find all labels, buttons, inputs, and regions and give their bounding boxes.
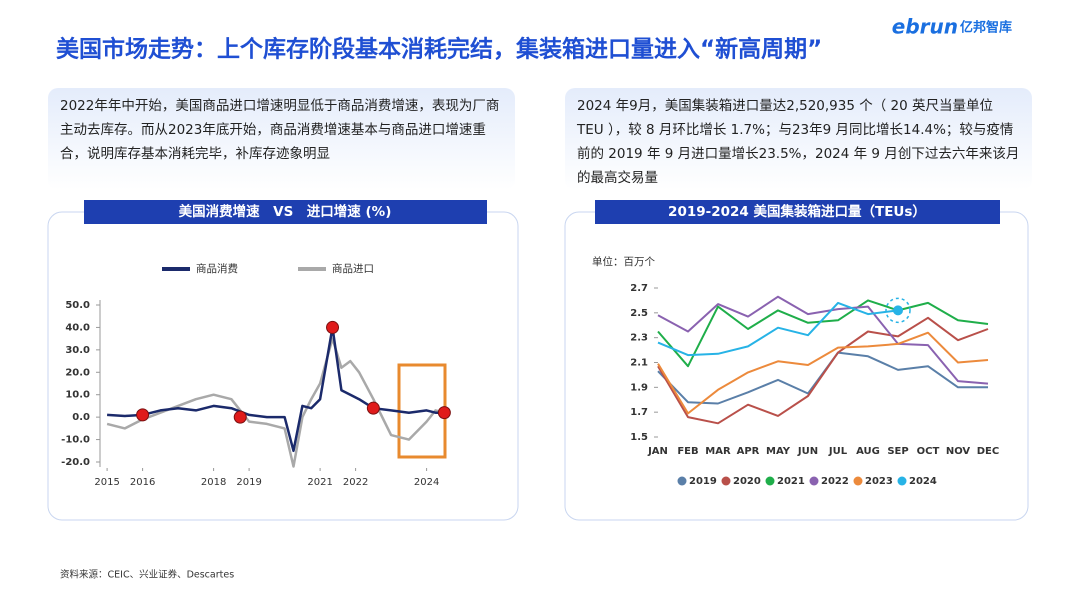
legend-swatch	[765, 476, 775, 486]
y-tick-label: 2.3	[630, 333, 648, 344]
x-tick-label: APR	[737, 446, 760, 457]
x-tick-label: 2018	[201, 477, 226, 488]
logo-brand: ebrun	[892, 15, 958, 39]
x-tick-label: 2015	[94, 477, 119, 488]
x-tick-label: 2021	[307, 477, 332, 488]
x-tick-label: 2019	[236, 477, 261, 488]
chart-header	[595, 200, 1000, 224]
x-tick-label: JUL	[828, 446, 848, 457]
text-box	[48, 88, 515, 190]
y-tick-label: 0.0	[72, 412, 90, 423]
x-tick-label: 2024	[414, 477, 439, 488]
series-line	[657, 295, 989, 385]
legend-label: 商品进口	[332, 262, 374, 275]
legend-label: 2022	[821, 476, 849, 487]
series-line	[657, 299, 989, 368]
series-line	[107, 326, 445, 453]
legend-label: 2019	[689, 476, 717, 487]
logo-name: 亿邦智库	[960, 20, 1012, 36]
legend-label: 2023	[865, 476, 893, 487]
legend-label: 2024	[909, 476, 937, 487]
y-tick-label: 1.9	[630, 382, 648, 393]
latest-point	[893, 305, 903, 316]
chart-title: 美国消费增速 VS 进口增速 (%)	[179, 203, 392, 220]
y-tick-label: 10.0	[65, 390, 90, 401]
x-tick-label: NOV	[946, 446, 971, 457]
highlight-point	[437, 406, 451, 420]
legend-swatch	[677, 476, 687, 486]
x-tick-label: JUN	[797, 446, 818, 457]
y-tick-label: 40.0	[65, 322, 90, 333]
series-line	[657, 331, 989, 415]
x-tick-label: JAN	[647, 446, 668, 457]
source-note: 资料来源：CEIC、兴业证券、Descartes	[60, 569, 234, 581]
y-tick-label: 2.5	[630, 308, 648, 319]
paragraph: 2024 年9月，美国集装箱进口量达2,520,935 个（ 20 英尺当量单位…	[577, 98, 1020, 186]
legend-label: 2020	[733, 476, 761, 487]
latest-ring	[885, 297, 911, 324]
legend-label: 2021	[777, 476, 805, 487]
legend-swatch	[809, 476, 819, 486]
legend-swatch	[897, 476, 907, 486]
y-axis-label: 单位：百万个	[592, 255, 655, 268]
x-tick-label: MAR	[705, 446, 731, 457]
legend-swatch	[853, 476, 863, 486]
x-tick-label: MAY	[766, 446, 791, 457]
highlight-point	[233, 410, 247, 424]
chart-panel	[47, 211, 519, 521]
legend-swatch	[721, 476, 731, 486]
slide-title: 美国市场走势：上个库存阶段基本消耗完结，集装箱进口量进入“新高周期”	[56, 36, 822, 63]
y-tick-label: -10.0	[61, 435, 90, 446]
x-tick-label: AUG	[856, 446, 880, 457]
highlight-point	[366, 401, 380, 415]
legend-label: 商品消费	[196, 262, 238, 275]
y-tick-label: 2.7	[630, 283, 648, 294]
series-line	[657, 316, 989, 425]
x-tick-label: FEB	[677, 446, 698, 457]
x-tick-label: OCT	[917, 446, 940, 457]
y-tick-label: 20.0	[65, 367, 90, 378]
x-tick-label: 2022	[343, 477, 368, 488]
x-tick-label: 2016	[130, 477, 155, 488]
x-tick-label: SEP	[887, 446, 908, 457]
x-tick-label: DEC	[977, 446, 999, 457]
chart-title: 2019-2024 美国集装箱进口量（TEUs）	[668, 203, 926, 220]
chart-header	[84, 200, 487, 224]
highlight-point	[136, 408, 150, 422]
y-tick-label: 50.0	[65, 300, 90, 311]
y-tick-label: 30.0	[65, 345, 90, 356]
paragraph: 2022年年中开始，美国商品进口增速明显低于商品消费增速，表现为厂商主动去库存。…	[60, 98, 500, 162]
highlight-point	[326, 320, 340, 334]
y-tick-label: 2.1	[630, 358, 648, 369]
series-line	[657, 301, 899, 357]
y-tick-label: 1.7	[630, 407, 648, 418]
series-line	[106, 337, 445, 468]
y-tick-label: -20.0	[61, 457, 90, 468]
y-tick-label: 1.5	[630, 432, 648, 443]
text-box	[565, 88, 1032, 190]
